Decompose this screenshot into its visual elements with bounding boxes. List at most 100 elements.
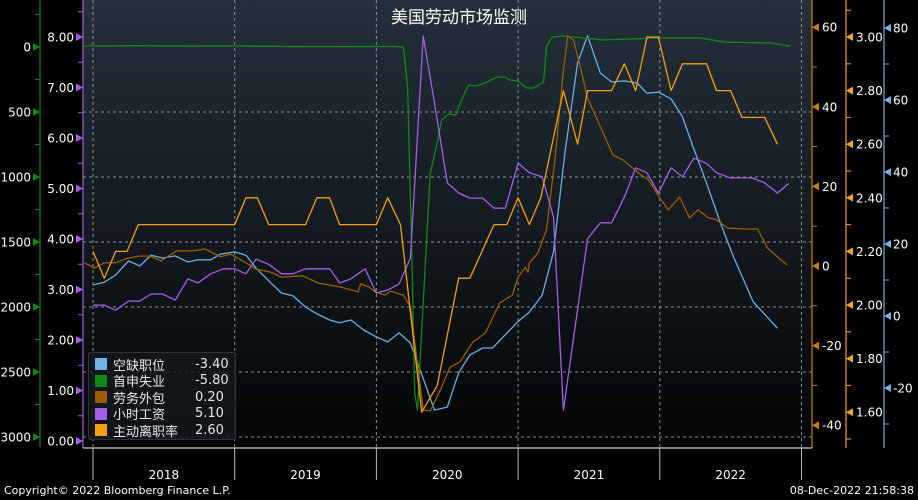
tick-marker — [76, 386, 83, 395]
legend-value: 2.60 — [195, 422, 224, 438]
tick-label: 2.00 — [47, 334, 74, 348]
tick-label: 2.20 — [856, 245, 883, 259]
legend-value: -3.40 — [195, 356, 229, 372]
tick-label: 4.00 — [47, 233, 74, 247]
tick-marker — [884, 96, 891, 104]
tick-marker — [846, 354, 853, 363]
tick-marker — [884, 312, 891, 320]
tick-label: 2.00 — [856, 299, 883, 313]
tick-marker — [846, 301, 853, 309]
tick-label: 2.60 — [856, 138, 883, 152]
tick-marker — [76, 83, 83, 92]
tick-label: 2.40 — [856, 191, 883, 205]
tick-marker — [76, 437, 83, 445]
tick-label: 6.00 — [47, 132, 74, 146]
tick-label: -20 — [822, 339, 842, 353]
tick-marker — [33, 108, 40, 116]
tick-marker — [846, 408, 853, 417]
tick-label: 20 — [822, 180, 837, 194]
legend: 空缺职位 -3.40 首申失业 -5.80 劳务外包 0.20 小时工资 5.10 主动… — [88, 352, 236, 440]
tick-label: 7.00 — [47, 81, 74, 95]
tick-marker — [846, 33, 853, 41]
chart-title: 美国劳动市场监测 — [391, 8, 527, 28]
series-line-blue — [92, 35, 778, 411]
x-tick-label: 2018 — [149, 468, 180, 482]
tick-marker — [884, 24, 891, 32]
tick-label: 60 — [822, 21, 837, 35]
legend-swatch — [95, 424, 107, 437]
legend-value: 5.10 — [195, 406, 224, 422]
tick-label: 2.80 — [856, 84, 883, 98]
tick-marker — [33, 433, 40, 441]
tick-marker — [812, 341, 819, 350]
timestamp: 08-Dec-2022 21:58:38 — [789, 484, 914, 497]
x-tick-label: 2022 — [715, 468, 746, 482]
legend-label: 首申失业 — [113, 375, 166, 391]
tick-label: 0 — [822, 260, 830, 274]
y-axis-orange: 3.00 2.80 2.60 2.40 2.20 2.00 1.80 1.60 — [845, 0, 883, 448]
tick-marker — [76, 336, 83, 344]
tick-marker — [76, 184, 83, 193]
tick-marker — [884, 240, 891, 248]
tick-label: 0 — [893, 310, 901, 324]
tick-marker — [846, 140, 853, 149]
tick-label: 3.00 — [856, 31, 883, 45]
tick-label: 1.00 — [47, 384, 74, 398]
tick-marker — [76, 134, 83, 142]
x-tick-label: 2020 — [432, 468, 463, 482]
tick-label: 80 — [893, 22, 908, 36]
tick-marker — [812, 182, 819, 191]
tick-label: 20 — [893, 238, 908, 252]
tick-marker — [846, 193, 853, 202]
y-axis-green: 0 500 1000 1500 2000 2500 3000 — [0, 0, 41, 447]
legend-label: 主动离职率 — [113, 424, 179, 440]
tick-marker — [33, 238, 40, 246]
tick-label: 40 — [893, 166, 908, 180]
tick-marker — [846, 86, 853, 95]
series-lines — [83, 35, 791, 413]
tick-marker — [33, 43, 40, 51]
series-line-orange — [92, 36, 778, 413]
legend-label: 空缺职位 — [113, 358, 166, 374]
copyright: Copyright© 2022 Bloomberg Finance L.P. — [4, 484, 231, 497]
series-line-brown — [84, 35, 788, 412]
tick-label: -40 — [822, 419, 842, 433]
legend-item-hourly-wage[interactable]: 小时工资 5.10 — [89, 406, 235, 423]
legend-item-quit-rate[interactable]: 主动离职率 2.60 — [89, 422, 235, 440]
legend-label: 小时工资 — [113, 408, 166, 424]
tick-label: 0.00 — [47, 435, 74, 449]
tick-marker — [812, 421, 819, 430]
axes: 0500100015002000250030008.007.006.005.00… — [0, 0, 913, 449]
tick-label: 1500 — [0, 236, 31, 250]
tick-marker — [76, 235, 83, 243]
tick-marker — [812, 23, 819, 32]
tick-label: 2000 — [0, 301, 31, 315]
series-line-purple — [93, 35, 790, 411]
legend-value: -5.80 — [195, 373, 229, 389]
tick-label: 500 — [8, 106, 31, 120]
x-axis: 2018 2019 2020 2021 2022 — [83, 447, 812, 482]
tick-label: 60 — [893, 94, 908, 108]
tick-label: 1.80 — [856, 352, 883, 366]
tick-label: 3.00 — [47, 283, 74, 297]
x-tick-label: 2019 — [290, 468, 321, 482]
legend-swatch — [95, 407, 107, 420]
tick-marker — [76, 285, 83, 294]
tick-label: 1.60 — [856, 406, 883, 420]
tick-marker — [33, 303, 40, 311]
x-tick-label: 2021 — [574, 468, 605, 482]
y-axis-brown: 60 40 20 0 -20 -40 — [811, 0, 842, 448]
legend-swatch — [95, 358, 107, 371]
legend-item-job-openings[interactable]: 空缺职位 -3.40 — [89, 356, 235, 374]
tick-marker — [812, 102, 819, 111]
legend-value: 0.20 — [195, 389, 224, 405]
legend-item-outsourcing[interactable]: 劳务外包 0.20 — [89, 389, 235, 407]
y-axis-blue: 80 60 40 20 0 -20 — [883, 0, 913, 448]
y-axis-purple: 8.00 7.00 6.00 5.00 4.00 3.00 2.00 1.00 0.00 — [47, 0, 84, 449]
tick-label: 8.00 — [47, 31, 74, 45]
legend-item-jobless-claims[interactable]: 首申失业 -5.80 — [89, 373, 235, 390]
tick-label: 40 — [822, 100, 837, 114]
series-line-green — [83, 35, 791, 411]
tick-marker — [846, 247, 853, 256]
tick-marker — [33, 173, 40, 181]
